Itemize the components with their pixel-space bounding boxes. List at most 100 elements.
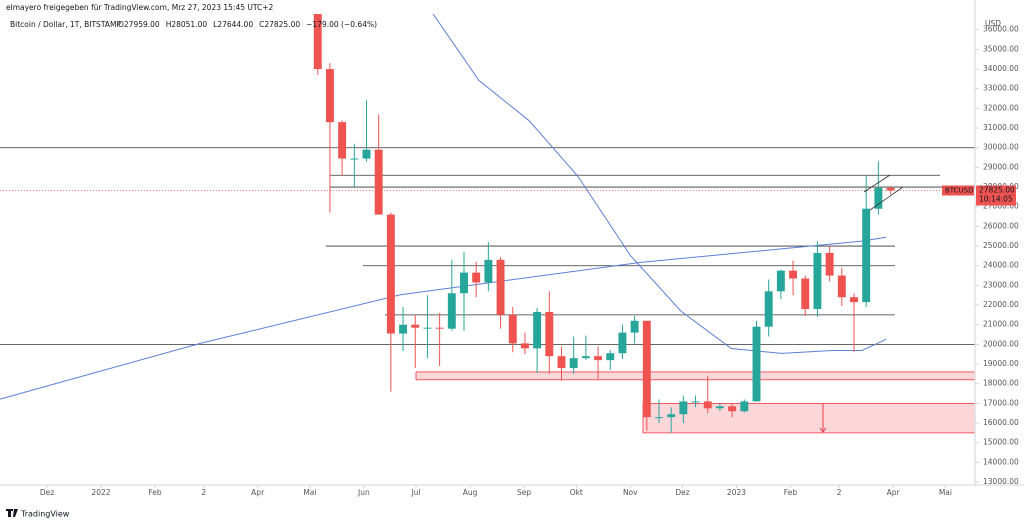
candle-body <box>642 320 651 418</box>
candle-body <box>850 297 858 303</box>
y-tick-label: 18000.00 <box>983 379 1019 388</box>
candle-body <box>362 149 371 159</box>
ticker: BTCUSD <box>945 187 974 195</box>
y-tick-label: 25000.00 <box>983 241 1019 250</box>
channel <box>863 174 904 211</box>
y-tick-label: 24000.00 <box>983 261 1019 270</box>
candle-body <box>533 311 542 349</box>
candle-body <box>594 356 603 361</box>
candle-body <box>447 293 456 329</box>
y-tick-label: 19000.00 <box>983 359 1019 368</box>
symbol: Bitcoin / Dollar, 1T, BITSTAMP <box>10 20 121 29</box>
candle-body <box>837 275 846 298</box>
zone <box>415 371 975 381</box>
candle-body <box>484 259 493 283</box>
y-tick-label: 31000.00 <box>983 123 1019 132</box>
candle-body <box>752 326 761 402</box>
x-tick-label: 2 <box>837 488 842 497</box>
candle-body <box>886 187 895 191</box>
x-tick-label: Apr <box>251 488 265 497</box>
candle-body <box>569 358 578 368</box>
candle-body <box>411 324 420 328</box>
candle-body <box>435 327 444 329</box>
ticker-tag <box>942 185 974 196</box>
ohlc-value: −179.00 (−0.64%) <box>306 20 377 29</box>
y-tick-label: 27000.00 <box>983 202 1019 211</box>
y-tick-label: 15000.00 <box>983 438 1019 447</box>
candle-body <box>691 401 700 403</box>
x-tick-label: 2 <box>201 488 206 497</box>
ohlc-value: H28051.00 <box>166 20 208 29</box>
x-tick-label: Sep <box>517 488 531 497</box>
candle-body <box>813 252 822 309</box>
ohlc-value: O27959.00 <box>118 20 160 29</box>
price-tag <box>976 185 1016 206</box>
candle-body <box>728 406 737 412</box>
candle-body <box>338 122 347 159</box>
plot-area <box>0 14 975 434</box>
zone <box>642 402 975 434</box>
candle-body <box>862 208 871 303</box>
candle-body <box>655 417 663 419</box>
y-tick-label: 33000.00 <box>983 84 1019 93</box>
y-tick-label: 16000.00 <box>983 418 1019 427</box>
candle-body <box>776 270 785 292</box>
candle-body <box>350 158 359 160</box>
countdown: 10:14:05 <box>979 195 1013 204</box>
candle-body <box>606 353 615 361</box>
candle-body <box>472 272 481 283</box>
y-tick-label: 36000.00 <box>983 25 1019 34</box>
logo <box>6 509 18 517</box>
candle-body <box>313 14 322 70</box>
x-tick-label: Apr <box>887 488 901 497</box>
x-tick-label: 2023 <box>727 488 746 497</box>
x-tick-label: Aug <box>463 488 478 497</box>
y-tick-label: 22000.00 <box>983 300 1019 309</box>
y-tick-label: 35000.00 <box>983 44 1019 53</box>
y-tick-label: 29000.00 <box>983 162 1019 171</box>
candle-body <box>667 414 676 418</box>
y-tick-label: 26000.00 <box>983 221 1019 230</box>
candle-body <box>399 324 408 334</box>
y-tick-label: 30000.00 <box>983 143 1019 152</box>
y-tick-label: 21000.00 <box>983 320 1019 329</box>
candle-body <box>618 332 627 354</box>
currency: USD <box>985 19 1001 28</box>
x-tick-label: Feb <box>784 488 798 497</box>
candle-body <box>423 327 432 329</box>
candle-body <box>325 69 334 123</box>
x-tick-label: Mai <box>939 488 952 497</box>
x-tick-label: Feb <box>148 488 162 497</box>
candle-body <box>801 278 810 309</box>
ohlc-value: L27644.00 <box>213 20 253 29</box>
shared-by: elmayero freigegeben für TradingView.com… <box>6 3 274 12</box>
y-tick-label: 23000.00 <box>983 280 1019 289</box>
candle-body <box>557 356 566 368</box>
candle-body <box>630 320 639 333</box>
candle-body <box>496 259 505 315</box>
y-tick-label: 34000.00 <box>983 64 1019 73</box>
candle-body <box>679 401 688 415</box>
x-tick-label: Okt <box>570 488 583 497</box>
brand: TradingView <box>20 510 70 519</box>
candle-body <box>386 214 395 334</box>
arrow-head <box>819 427 827 433</box>
y-tick-label: 32000.00 <box>983 103 1019 112</box>
x-tick-label: Dez <box>675 488 689 497</box>
ohlc-value: C27825.00 <box>259 20 300 29</box>
x-tick-label: Mai <box>303 488 316 497</box>
x-tick-label: Nov <box>623 488 638 497</box>
price-label: 27825.00 <box>979 186 1015 195</box>
y-tick-label: 17000.00 <box>983 398 1019 407</box>
candle-body <box>460 272 468 294</box>
y-tick-label: 14000.00 <box>983 457 1019 466</box>
candle-body <box>874 187 883 209</box>
candle-body <box>789 270 798 279</box>
candle-body <box>508 314 517 344</box>
x-tick-label: Jun <box>357 488 370 497</box>
candle-body <box>703 401 712 409</box>
y-tick-label: 20000.00 <box>983 339 1019 348</box>
x-tick-label: Dez <box>40 488 54 497</box>
candle-body <box>581 356 590 359</box>
